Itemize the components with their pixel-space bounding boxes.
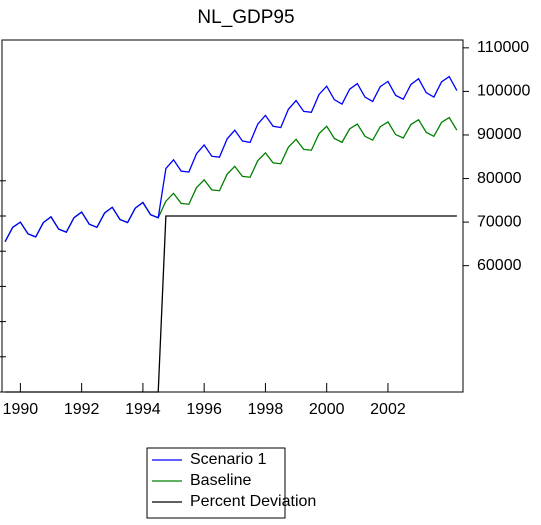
- x-tick-label: 1996: [186, 401, 222, 418]
- series-line: [5, 215, 457, 393]
- legend-label: Scenario 1: [190, 451, 267, 468]
- y2-tick-label: 90000: [477, 126, 522, 143]
- x-tick-label: 1990: [3, 401, 39, 418]
- x-tick-label: 1994: [125, 401, 161, 418]
- series-line: [4, 116, 458, 243]
- y2-tick-label: 60000: [477, 257, 522, 274]
- y2-tick-label: 110000: [477, 39, 529, 56]
- y2-tick-label: 100000: [477, 83, 530, 100]
- y2-tick-label: 70000: [477, 213, 522, 230]
- x-tick-label: 2002: [370, 401, 406, 418]
- x-tick-label: 2000: [309, 401, 345, 418]
- x-tick-label: 1992: [64, 401, 100, 418]
- series-line: [4, 75, 458, 243]
- legend-label: Percent Deviation: [190, 493, 316, 510]
- legend-label: Baseline: [190, 472, 251, 489]
- y2-tick-label: 80000: [477, 170, 522, 187]
- chart-title: NL_GDP95: [197, 7, 294, 28]
- x-tick-label: 1998: [248, 401, 284, 418]
